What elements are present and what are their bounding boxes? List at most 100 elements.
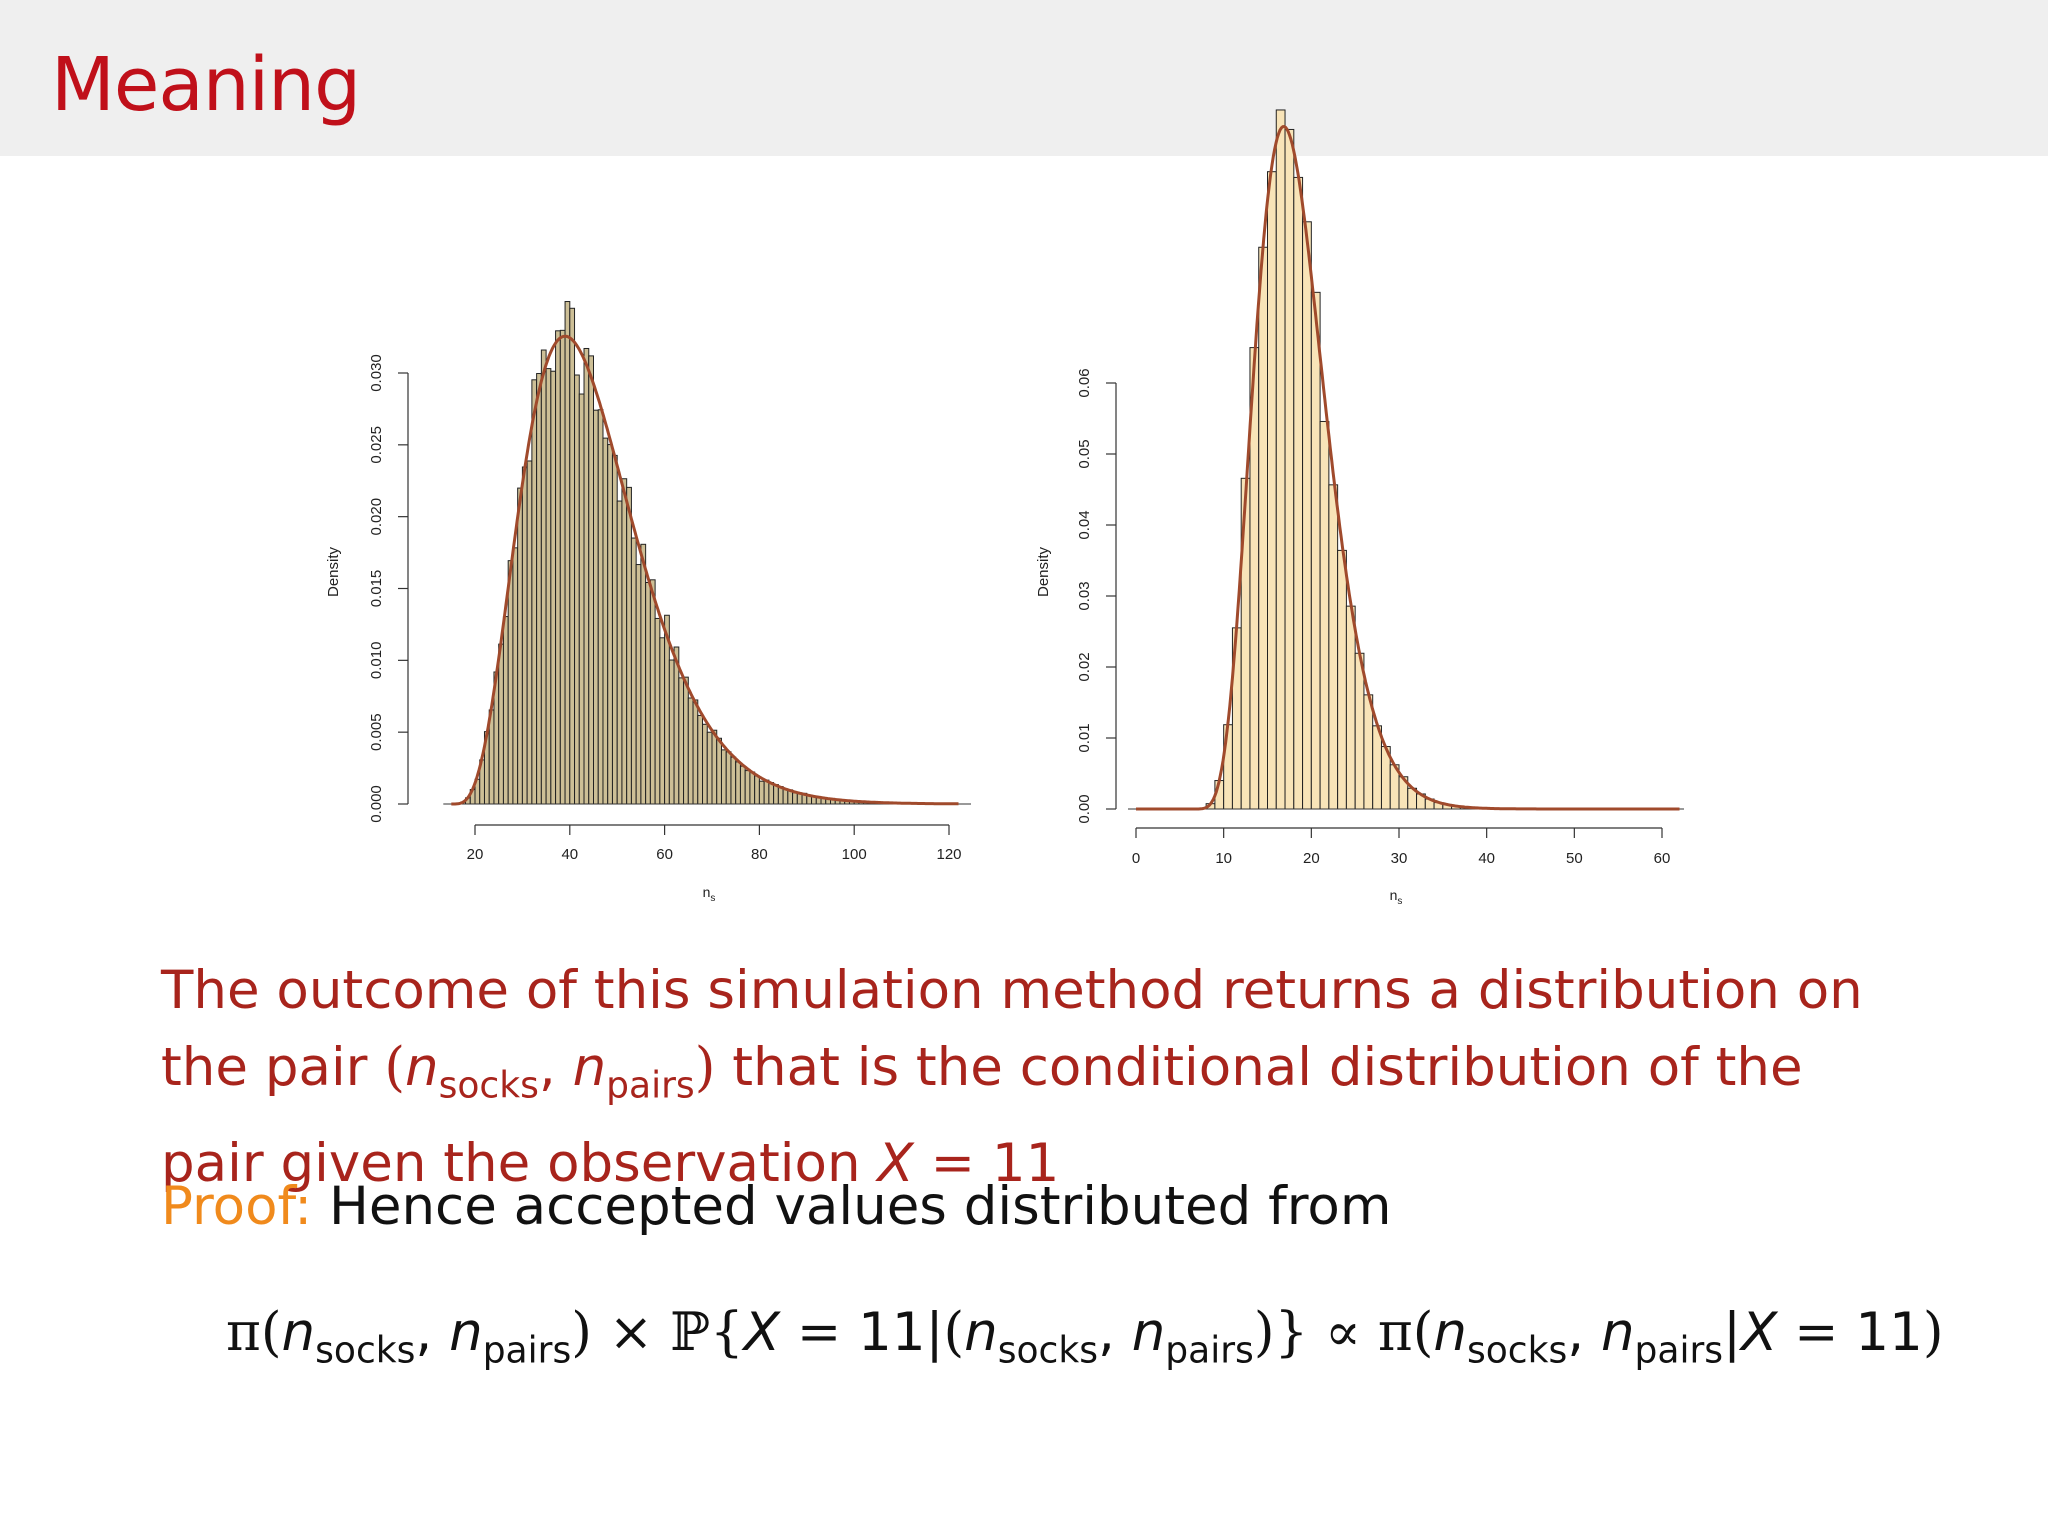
histogram-npairs: 0 10 20 30 40 50 60 ns 0.00 0.01 0.02 0.03 0.04 0.05 0… [1035,109,1684,907]
math-var: n [1433,1302,1467,1363]
histogram-bar [521,466,528,805]
histogram-bar [1372,725,1382,810]
math-sub: socks [1466,1330,1568,1372]
math-var: n [405,1037,439,1098]
math-var: X [877,1132,914,1194]
math-var: X [743,1302,780,1363]
histogram-bar [1310,291,1321,810]
y-tick-label: 0.02 [1076,652,1093,681]
histogram-bar [1302,221,1312,810]
histogram-bar [555,330,561,805]
math-var: n [449,1302,483,1363]
y-axis-label: Density [1035,546,1052,597]
conclusion-line-1: The outcome of this simulation method re… [161,960,1863,1021]
math-sub: pairs [1634,1330,1724,1372]
math-sub: pairs [606,1065,695,1107]
histogram-bar [512,547,519,805]
histogram-bar [792,792,798,805]
x-axis-label-sub: s [1397,896,1402,907]
histogram-bar [763,779,770,805]
x-tick-label: 20 [1303,850,1320,867]
histogram-bar [687,697,694,805]
histogram-bar [545,368,552,805]
histogram-bar [564,301,571,805]
histogram-bar [526,460,533,805]
histogram-bar [1275,109,1286,810]
histogram-bar [739,765,746,805]
histogram-bar [531,379,538,805]
histogram-bar [754,775,760,805]
histogram-bar [716,737,722,805]
conclusion-line-3: pair given the observation X = 11 [161,1125,1941,1202]
histogram-bar [668,659,675,805]
histogram-bar [758,780,765,805]
density-curve [1136,124,1680,811]
histogram-bar [768,782,775,805]
histogram-bar [502,616,509,805]
math-var: n [964,1302,998,1363]
x-tick-label: 40 [561,846,578,863]
posterior-equation: π(nsocks, npairs) × ℙ{X = 11|(nsocks, np… [226,1302,1944,1372]
histogram-bar [517,487,523,805]
math-sub: pairs [1165,1330,1254,1372]
histogram-bar [673,646,680,805]
proof-label: Proof: [161,1176,313,1237]
y-axis-label: Density [325,546,342,597]
x-tick-label: 40 [1478,850,1495,867]
histogram-bar [626,486,632,805]
histogram-bar [1267,171,1277,810]
histogram-bar [1337,549,1347,810]
y-tick-label: 0.030 [368,354,385,392]
math-num: 11 [991,1132,1060,1194]
y-tick-label: 0.005 [368,713,385,751]
x-tick-label: 0 [1132,850,1140,867]
histogram-bar [730,756,737,805]
y-tick-label: 0.06 [1076,368,1093,397]
histogram-bar [659,637,666,805]
y-tick-label: 0.04 [1076,510,1093,539]
histogram-bar [507,560,514,805]
histogram-bar [645,581,651,805]
x-axis-label: ns [1390,887,1403,907]
histogram-bar [1293,176,1304,810]
histogram-bar [621,478,628,805]
math-num: 11 [858,1302,926,1363]
histogram-bar [744,770,751,805]
math-var: n [281,1302,316,1363]
x-tick-label: 80 [751,846,768,863]
histogram-bar [654,617,661,805]
math-op: π [1377,1302,1413,1363]
histogram-bar [630,537,637,805]
histogram-bar [735,761,741,805]
histogram-bar [540,349,547,805]
histogram-bar [559,329,566,805]
histogram-bar [640,543,647,805]
histogram-bar [1345,605,1356,810]
x-tick-label: 60 [1654,850,1671,867]
x-tick-label: 20 [467,846,484,863]
histogram-bar [607,444,613,805]
histogram-bar [616,500,623,805]
math-op: ℙ [670,1302,710,1363]
math-sub: socks [997,1330,1098,1372]
math-op: π [226,1302,261,1363]
math-op: ∝ [1325,1302,1361,1363]
conclusion-text: The outcome of this simulation method re… [161,952,1941,1202]
observation-notation: X = 11 [877,1133,1059,1194]
text-fragment: that is the conditional distribution of … [715,1037,1803,1098]
x-tick-label: 10 [1215,850,1232,867]
math-sub: pairs [482,1330,572,1372]
math-var: n [1131,1302,1166,1363]
math-op: × [608,1302,654,1363]
histogram-bar [574,374,580,805]
x-tick-label: 30 [1391,850,1408,867]
histogram-bar [536,373,542,805]
conclusion-line-2: the pair (nsocks, npairs) that is the co… [161,1029,1941,1125]
histogram-bar [725,751,732,805]
y-tick-label: 0.020 [368,498,385,536]
y-tick-label: 0.03 [1076,581,1093,610]
y-tick-label: 0.000 [368,785,385,823]
histogram-bar [1284,128,1295,810]
histogram-bar [720,749,727,805]
